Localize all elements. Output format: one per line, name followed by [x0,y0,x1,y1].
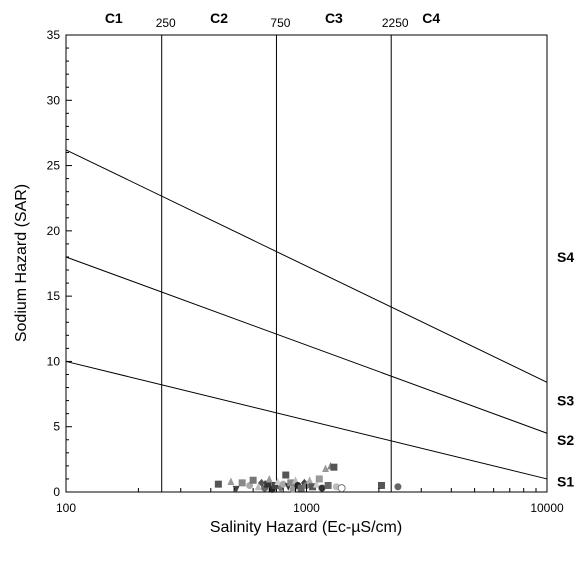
salinity-boundary-label: 750 [270,16,290,30]
data-point [312,480,320,488]
data-point [324,481,332,489]
data-point [249,476,257,484]
data-point [394,483,402,491]
data-point [279,480,287,488]
data-point [297,484,305,492]
data-point [258,478,266,487]
data-point [287,479,295,487]
y-tick-label: 30 [47,93,61,107]
plot-frame [65,34,548,493]
data-point [282,471,290,479]
sodium-class-label: S4 [557,249,574,265]
y-tick-label: 5 [53,420,60,434]
y-tick-label: 35 [47,28,61,42]
data-point [227,477,235,486]
plot-area [65,34,548,494]
data-point [291,476,299,484]
salinity-boundary-labels: 250 750 2250 [156,16,409,30]
salinity-class-labels: C1 C2 C3 C4 [105,10,441,26]
x-axis-title: Salinity Hazard (Ec-µS/cm) [210,519,402,536]
data-point [238,479,246,487]
data-point [330,463,338,471]
sodium-class-label: S1 [557,474,574,490]
data-point [337,484,346,493]
class-boundary-lines [161,35,392,492]
sodium-class-label: S2 [557,432,574,448]
sodium-class-labels: S1 S2 S3 S4 [557,249,574,490]
sodium-hazard-line [65,149,548,383]
y-axis-title: Sodium Hazard (SAR) [13,184,30,342]
y-tick-label: 15 [47,289,61,303]
y-axis: 0 5 10 15 20 25 30 35 [47,28,72,499]
y-tick-label: 0 [53,485,60,499]
salinity-class-label: C3 [325,10,343,26]
data-points [214,461,402,494]
data-point [377,481,385,489]
salinity-boundary-label: 250 [156,16,176,30]
data-point [232,485,240,494]
data-point [315,475,323,483]
x-tick-label: 10000 [530,501,564,515]
sodium-hazard-lines [65,149,548,480]
data-point [214,480,222,488]
data-point [318,484,326,492]
data-point [265,474,273,483]
x-tick-label: 100 [56,501,76,515]
salinity-boundary-label: 2250 [382,16,409,30]
data-point [271,481,279,489]
data-point [306,476,314,484]
y-tick-label: 25 [47,159,61,173]
salinity-class-label: C4 [422,10,440,26]
data-point [289,485,297,493]
sodium-hazard-line [65,256,548,434]
data-point [264,480,272,488]
salinity-class-label: C2 [210,10,228,26]
data-point [309,483,317,491]
salinity-class-label: C1 [105,10,123,26]
sodium-hazard-line [65,360,548,480]
y-tick-label: 20 [47,224,61,238]
x-tick-label: 1000 [293,501,320,515]
y-tick-label: 10 [47,354,61,368]
x-axis: 100 1000 10000 [56,484,564,515]
data-point [274,477,282,486]
sodium-class-label: S3 [557,393,574,409]
data-point [322,464,330,472]
data-point [254,482,262,491]
